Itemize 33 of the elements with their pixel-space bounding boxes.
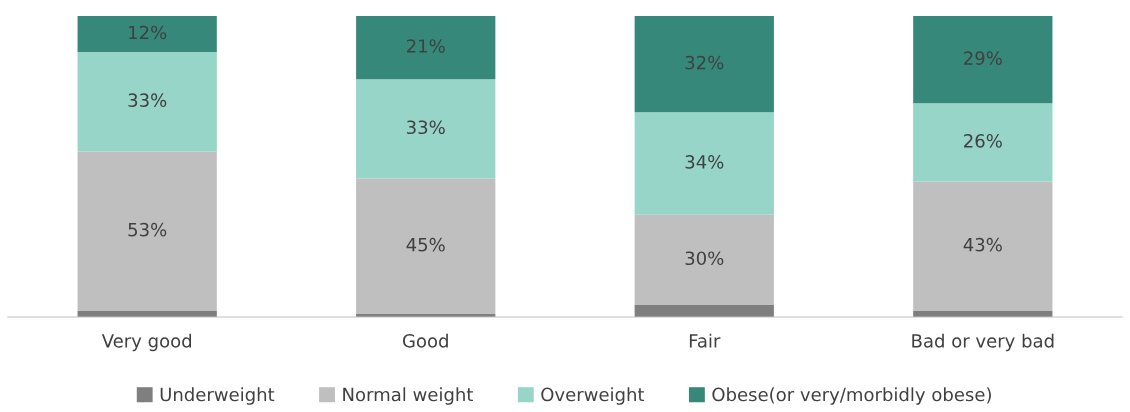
bar: [356, 16, 496, 80]
bar: [634, 304, 774, 317]
legend-label: Overweight: [541, 387, 645, 405]
legend-label: Normal weight: [343, 387, 473, 405]
bar: [634, 16, 774, 113]
data-label: 33%: [407, 120, 445, 135]
x-tick-label: Fair: [689, 333, 721, 348]
bar: [356, 178, 496, 314]
data-label: 53%: [128, 222, 167, 237]
data-label: 30%: [685, 251, 724, 266]
data-label: 21%: [406, 39, 445, 53]
data-label: 43%: [963, 237, 1002, 252]
data-label: 34%: [685, 155, 724, 169]
bar: [356, 79, 496, 179]
data-label: 45%: [406, 237, 445, 252]
bar: [913, 181, 1053, 311]
legend-label: Obese(or very/morbidly obese): [712, 387, 991, 405]
x-tick-label: Very good: [101, 333, 191, 352]
data-label: 29%: [964, 51, 1002, 65]
bar: [77, 16, 217, 53]
bar: [77, 151, 217, 311]
bar: [634, 214, 774, 305]
bar: [77, 52, 217, 152]
bar: [634, 112, 774, 215]
legend-label: Underweight: [160, 387, 275, 405]
bar: [913, 103, 1053, 182]
data-label: 26%: [964, 134, 1002, 148]
data-label: 33%: [128, 93, 167, 108]
data-label: 12%: [129, 25, 167, 40]
x-tick-label: Bad or very bad: [912, 333, 1054, 352]
data-label: 32%: [685, 55, 724, 70]
x-tick-label: Good: [402, 333, 448, 348]
bar: [913, 16, 1053, 104]
